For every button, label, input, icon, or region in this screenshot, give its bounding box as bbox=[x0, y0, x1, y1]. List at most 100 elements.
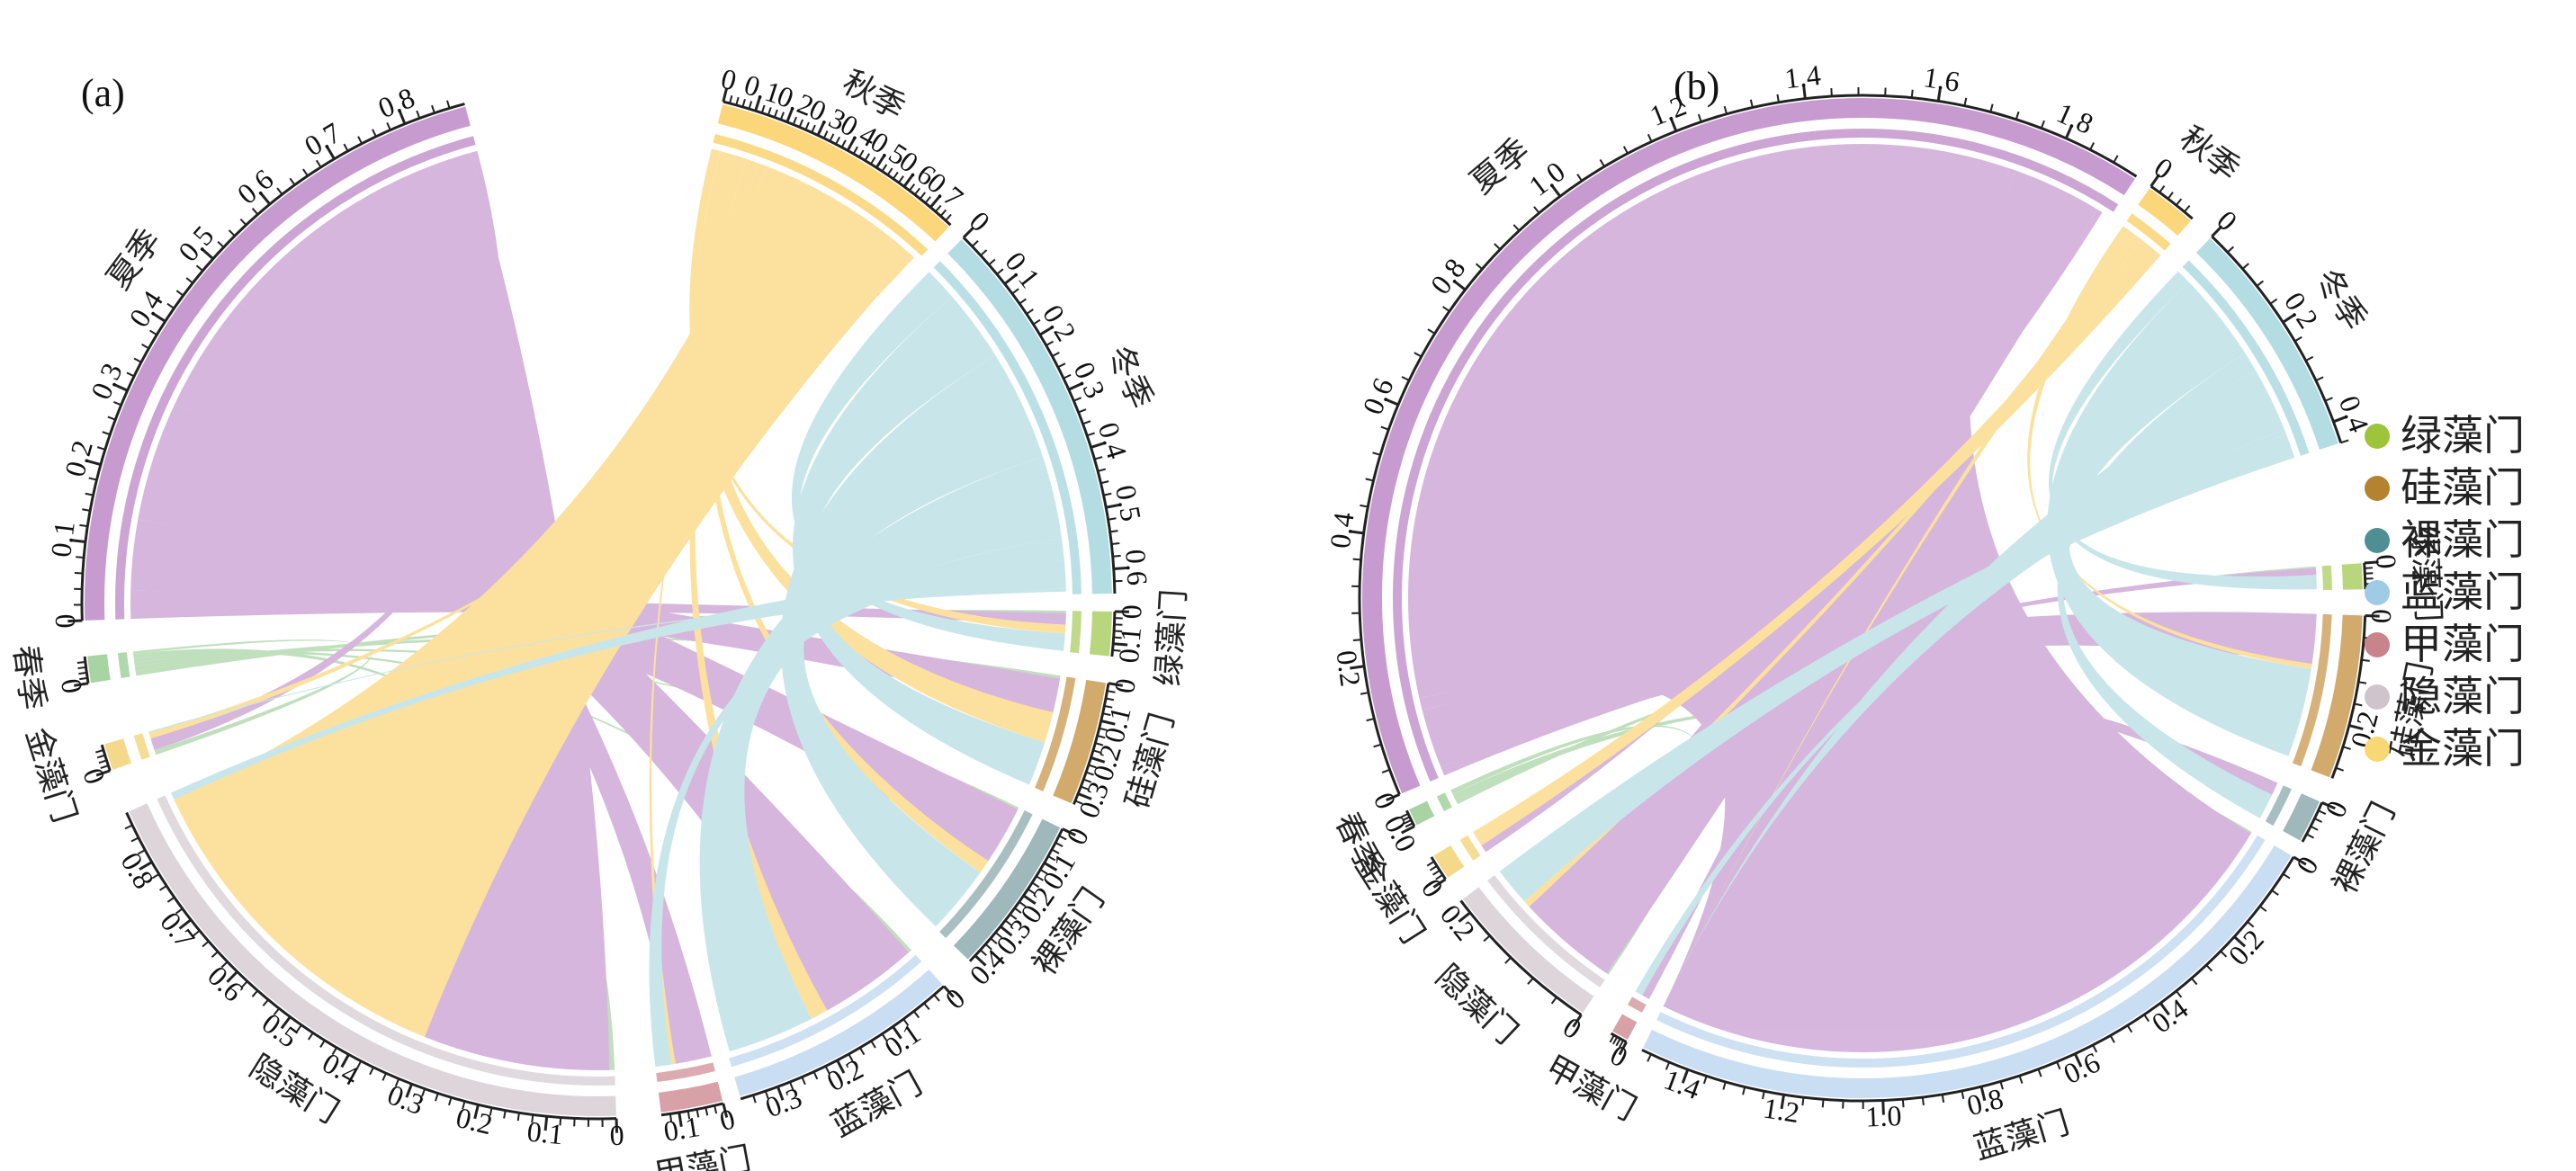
minor-tick bbox=[1702, 1076, 1708, 1085]
minor-tick bbox=[798, 119, 803, 128]
minor-tick bbox=[669, 1113, 673, 1122]
minor-tick bbox=[2220, 950, 2228, 958]
tick-label: 0.6 bbox=[1119, 549, 1154, 586]
minor-tick bbox=[1989, 103, 1994, 112]
minor-tick bbox=[1091, 756, 1100, 762]
minor-tick bbox=[2109, 1034, 2115, 1043]
minor-tick bbox=[840, 139, 847, 148]
minor-tick bbox=[988, 258, 996, 266]
minor-tick bbox=[1782, 1094, 1785, 1104]
minor-tick bbox=[1113, 567, 1122, 570]
minor-tick bbox=[2159, 185, 2166, 193]
minor-tick bbox=[1512, 224, 1521, 232]
minor-tick bbox=[2313, 818, 2322, 823]
minor-tick bbox=[262, 998, 269, 1007]
minor-tick bbox=[864, 153, 871, 162]
minor-tick bbox=[2256, 280, 2264, 287]
group-label: 春季 bbox=[6, 643, 51, 712]
legend-swatch bbox=[2365, 528, 2390, 553]
minor-tick bbox=[112, 400, 122, 407]
legend-label: 硅藻门 bbox=[2401, 463, 2525, 512]
minor-tick bbox=[1921, 1096, 1925, 1106]
minor-tick bbox=[801, 1077, 806, 1086]
ribbon bbox=[2048, 271, 2317, 590]
minor-tick bbox=[2354, 702, 2363, 707]
minor-tick bbox=[2018, 1075, 2024, 1084]
axis-line bbox=[2301, 801, 2324, 843]
minor-tick bbox=[1576, 174, 1583, 182]
minor-tick bbox=[2271, 889, 2279, 896]
group-arc bbox=[1089, 611, 1112, 657]
minor-tick bbox=[1068, 385, 1077, 391]
minor-tick bbox=[2342, 746, 2351, 750]
minor-tick bbox=[776, 1086, 782, 1095]
minor-tick bbox=[1494, 243, 1502, 250]
tick-label: 0.8 bbox=[373, 81, 419, 124]
minor-tick bbox=[1405, 822, 1414, 828]
minor-tick bbox=[913, 187, 921, 196]
minor-tick bbox=[1082, 778, 1092, 783]
minor-tick bbox=[1647, 133, 1653, 142]
tick-label: 0.2 bbox=[58, 437, 98, 480]
minor-tick bbox=[1046, 340, 1055, 346]
minor-tick bbox=[273, 1007, 280, 1015]
minor-tick bbox=[1080, 785, 1090, 791]
minor-tick bbox=[82, 508, 91, 512]
minor-tick bbox=[220, 961, 229, 969]
major-tick bbox=[1108, 682, 1123, 687]
minor-tick bbox=[296, 1024, 302, 1032]
minor-tick bbox=[133, 357, 142, 363]
minor-tick bbox=[1100, 480, 1109, 485]
minor-tick bbox=[898, 175, 904, 183]
minor-tick bbox=[329, 151, 336, 160]
minor-tick bbox=[1356, 665, 1365, 668]
minor-tick bbox=[1441, 306, 1450, 312]
tick-label: 0.8 bbox=[1963, 1082, 2006, 1122]
group-arc bbox=[658, 1081, 723, 1113]
group-label: 夏季 bbox=[100, 222, 168, 296]
minor-tick bbox=[302, 168, 309, 177]
axis-line bbox=[723, 100, 952, 227]
minor-tick bbox=[984, 943, 992, 951]
minor-tick bbox=[1107, 690, 1116, 693]
minor-tick bbox=[852, 146, 858, 155]
minor-tick bbox=[1961, 1090, 1965, 1099]
minor-tick bbox=[372, 129, 377, 138]
minor-tick bbox=[1533, 206, 1540, 214]
minor-tick bbox=[1429, 865, 1438, 872]
minor-tick bbox=[881, 1033, 888, 1041]
minor-tick bbox=[754, 103, 759, 112]
minor-tick bbox=[96, 754, 105, 759]
minor-tick bbox=[193, 929, 201, 937]
group-label: 甲藻门 bbox=[1539, 1049, 1642, 1128]
minor-tick bbox=[2126, 1024, 2133, 1033]
minor-tick bbox=[2074, 1053, 2079, 1062]
minor-tick bbox=[994, 931, 1003, 939]
minor-tick bbox=[741, 98, 746, 108]
minor-tick bbox=[369, 1067, 374, 1076]
minor-tick bbox=[903, 179, 911, 188]
legend-swatch bbox=[2365, 632, 2390, 657]
tick-label: 0 bbox=[1605, 1038, 1633, 1073]
legend-label: 绿藻门 bbox=[2401, 411, 2525, 460]
group-arc bbox=[1053, 679, 1106, 804]
minor-tick bbox=[1483, 934, 1491, 943]
group-arc bbox=[1462, 887, 1594, 1013]
minor-tick bbox=[2241, 263, 2249, 270]
minor-tick bbox=[678, 1112, 682, 1121]
minor-tick bbox=[151, 873, 160, 880]
minor-tick bbox=[175, 290, 184, 297]
minor-tick bbox=[76, 556, 85, 559]
minor-tick bbox=[516, 1113, 520, 1122]
axis-line bbox=[1459, 899, 1583, 1016]
major-tick bbox=[615, 1118, 619, 1133]
minor-tick bbox=[544, 1116, 548, 1125]
group-label: 冬季 bbox=[1100, 340, 1160, 414]
minor-tick bbox=[2065, 130, 2070, 139]
ribbon bbox=[239, 255, 712, 1064]
minor-tick bbox=[1097, 735, 1106, 739]
minor-tick bbox=[870, 1040, 876, 1049]
minor-tick bbox=[331, 1047, 337, 1056]
minor-tick bbox=[2259, 905, 2267, 912]
